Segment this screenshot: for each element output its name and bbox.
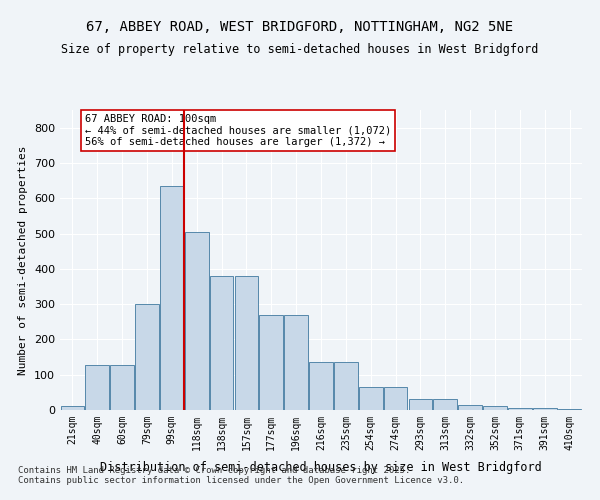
- Bar: [334, 362, 358, 410]
- Text: 67, ABBEY ROAD, WEST BRIDGFORD, NOTTINGHAM, NG2 5NE: 67, ABBEY ROAD, WEST BRIDGFORD, NOTTINGH…: [86, 20, 514, 34]
- Bar: [533, 408, 557, 410]
- Y-axis label: Number of semi-detached properties: Number of semi-detached properties: [19, 145, 28, 375]
- Bar: [160, 186, 184, 410]
- Bar: [508, 408, 532, 410]
- Text: Size of property relative to semi-detached houses in West Bridgford: Size of property relative to semi-detach…: [61, 42, 539, 56]
- Bar: [284, 314, 308, 410]
- Bar: [458, 404, 482, 410]
- Text: 67 ABBEY ROAD: 100sqm
← 44% of semi-detached houses are smaller (1,072)
56% of s: 67 ABBEY ROAD: 100sqm ← 44% of semi-deta…: [85, 114, 391, 148]
- Bar: [384, 387, 407, 410]
- Bar: [483, 406, 507, 410]
- Bar: [235, 276, 258, 410]
- Bar: [185, 232, 209, 410]
- Bar: [135, 304, 159, 410]
- Text: Contains HM Land Registry data © Crown copyright and database right 2025.
Contai: Contains HM Land Registry data © Crown c…: [18, 466, 464, 485]
- Bar: [359, 387, 383, 410]
- Bar: [409, 400, 432, 410]
- Bar: [61, 406, 84, 410]
- Bar: [110, 365, 134, 410]
- Bar: [210, 276, 233, 410]
- Bar: [85, 365, 109, 410]
- Bar: [433, 400, 457, 410]
- Bar: [259, 314, 283, 410]
- X-axis label: Distribution of semi-detached houses by size in West Bridgford: Distribution of semi-detached houses by …: [100, 461, 542, 474]
- Bar: [309, 362, 333, 410]
